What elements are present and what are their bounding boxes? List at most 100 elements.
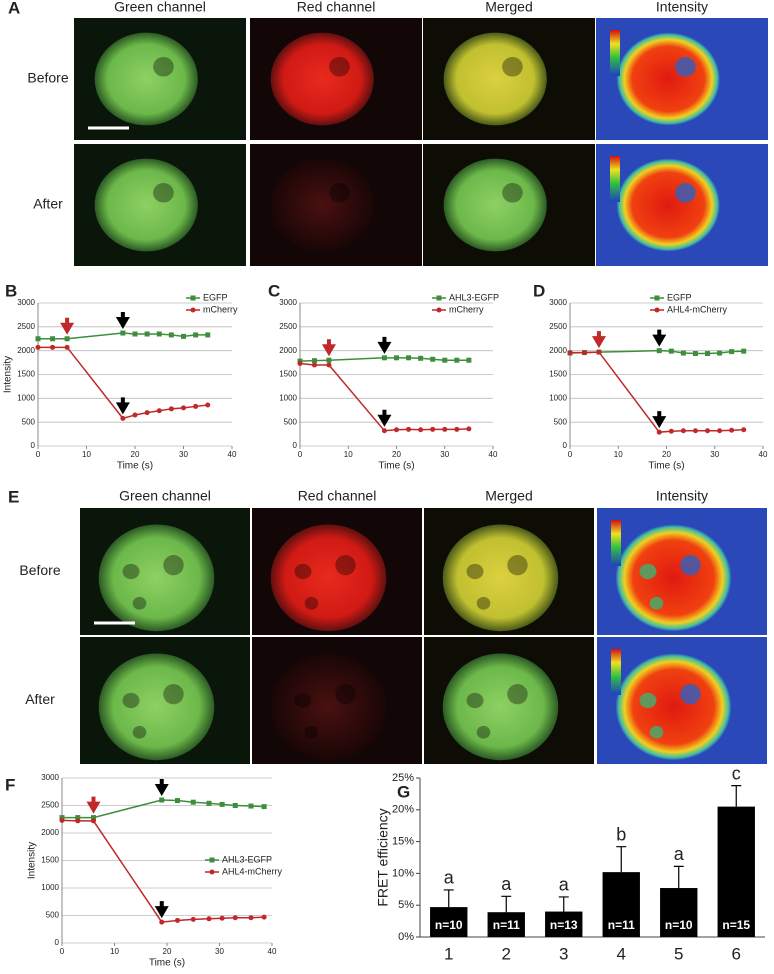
nucleolus — [122, 563, 140, 580]
legend-marker — [209, 869, 215, 875]
x-tick-label: 30 — [179, 450, 188, 459]
x-tick-label: 10 — [110, 947, 119, 956]
point — [680, 428, 686, 434]
cell — [94, 32, 198, 126]
point — [35, 344, 41, 350]
nucleolus — [304, 725, 319, 739]
point — [120, 330, 126, 336]
y-tick-label: 1500 — [549, 370, 567, 379]
point — [656, 348, 662, 354]
y-tick-label: 2500 — [17, 322, 35, 331]
panel-letter: C — [268, 281, 280, 300]
y-tick-label: 2000 — [41, 828, 59, 837]
x-tick-label: 3 — [559, 944, 568, 963]
group-letter: a — [501, 874, 512, 894]
point — [297, 361, 303, 367]
y-tick-label: 500 — [284, 417, 298, 426]
x-axis-title: Time (s) — [648, 461, 684, 472]
nucleolus — [502, 183, 523, 203]
nucleolus — [680, 554, 701, 576]
nucleolus — [639, 563, 657, 580]
nucleolus — [304, 596, 319, 610]
point — [741, 348, 747, 354]
cell — [616, 158, 720, 252]
legend-label: mCherry — [203, 304, 238, 314]
point — [59, 815, 65, 821]
y-tick-label: 2500 — [549, 322, 567, 331]
x-tick-label: 30 — [710, 450, 719, 459]
point — [159, 919, 165, 925]
y-tick-label: 2000 — [17, 346, 35, 355]
arrow-marker — [154, 779, 169, 796]
legend-marker — [436, 295, 442, 301]
nucleolus — [639, 692, 657, 709]
arrow-marker — [377, 409, 392, 427]
nucleolus — [329, 57, 350, 77]
arrow-marker — [115, 397, 130, 415]
x-tick-label: 20 — [131, 450, 140, 459]
n-label: n=10 — [665, 918, 693, 932]
nucleolus — [675, 183, 696, 203]
nucleolus — [335, 683, 356, 705]
nucleolus — [476, 596, 491, 610]
point — [261, 804, 267, 810]
arrow-marker — [652, 329, 667, 347]
n-label: n=15 — [722, 918, 750, 932]
arrow-marker — [115, 312, 130, 330]
nucleolus — [294, 692, 312, 709]
x-tick-label: 30 — [440, 450, 449, 459]
point — [132, 331, 138, 337]
y-tick-label: 20% — [392, 804, 414, 816]
point — [406, 355, 412, 361]
x-tick-label: 20 — [163, 947, 172, 956]
y-tick-label: 500 — [22, 417, 36, 426]
point — [205, 402, 211, 408]
point — [144, 331, 150, 337]
y-tick-label: 500 — [46, 911, 60, 920]
column-header: Red channel — [297, 0, 376, 15]
x-tick-label: 40 — [268, 947, 277, 956]
point — [193, 403, 199, 409]
point — [206, 916, 212, 922]
row-label: After — [25, 691, 55, 707]
y-tick-label: 25% — [392, 772, 414, 784]
point — [193, 332, 199, 338]
cell — [270, 32, 374, 126]
cell — [616, 32, 720, 126]
n-label: n=13 — [550, 918, 578, 932]
point — [190, 799, 196, 805]
cell — [98, 653, 215, 761]
point — [35, 336, 41, 342]
group-letter: b — [616, 824, 626, 844]
y-axis-title: Intensity — [27, 842, 38, 879]
arrow-marker — [154, 901, 169, 919]
point — [219, 915, 225, 921]
panel-letter: D — [533, 281, 545, 300]
legend-marker — [654, 295, 660, 301]
nucleolus — [294, 563, 312, 580]
point — [232, 803, 238, 808]
point — [466, 357, 472, 363]
y-tick-label: 3000 — [279, 298, 297, 307]
point — [91, 815, 96, 821]
point — [50, 336, 56, 342]
row-label: Before — [19, 562, 60, 578]
point — [190, 916, 196, 922]
arrow-marker — [60, 317, 75, 335]
y-tick-label: 500 — [554, 417, 568, 426]
point — [205, 332, 211, 338]
legend-marker — [654, 307, 660, 313]
y-tick-label: 0% — [398, 931, 414, 943]
x-tick-label: 5 — [674, 944, 683, 963]
y-tick-label: 1500 — [17, 370, 35, 379]
point — [175, 798, 180, 804]
point — [91, 818, 96, 824]
y-tick-label: 3000 — [41, 773, 59, 782]
arrow-marker — [377, 336, 392, 354]
point — [232, 915, 238, 921]
bar — [660, 888, 698, 937]
point — [454, 426, 460, 432]
point — [248, 915, 254, 921]
column-header: Intensity — [656, 488, 708, 504]
